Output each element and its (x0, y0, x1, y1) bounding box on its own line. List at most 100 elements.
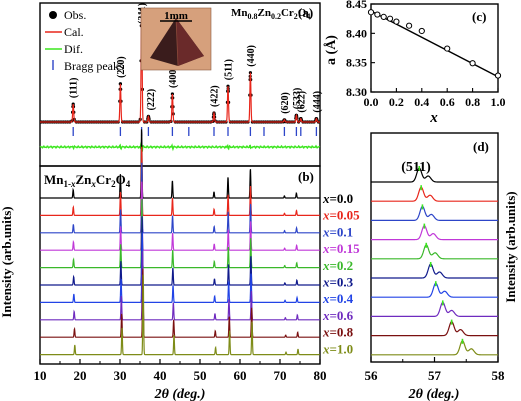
x-tick-label: 10 (34, 368, 47, 383)
series-label: x=0.4 (322, 291, 354, 306)
panel-c-frame (370, 3, 499, 93)
xrd-pattern-series (40, 162, 320, 234)
series-label: x=0.3 (322, 275, 354, 290)
crystal-inset: 1mm (140, 7, 212, 71)
panel-a-compound: Mn0.8Zn0.2Cr2O4 (231, 7, 310, 21)
panel-a-bragg-ticks (72, 127, 318, 136)
peak-label: (622) (296, 91, 307, 113)
series-labels: x=0.0 x=0.05x=0.1 x=0.15 x=0.2 x=0.3x=0.4 x=0… (322, 191, 360, 356)
x-tick-label: 0.0 (364, 95, 379, 109)
panel-b-label: (b) (298, 169, 314, 184)
difference-curve (39, 142, 321, 152)
x-tick-label: 56 (365, 368, 379, 383)
peak-511-series (371, 244, 498, 260)
panel-c-y-axis-title: a (Å) (323, 35, 339, 65)
x-tick-label: 0.6 (440, 95, 455, 109)
series-label: x=0.0 (322, 191, 353, 206)
legend-obs-marker (49, 11, 57, 19)
peak-511-series (371, 186, 498, 202)
x-tick-label: 40 (154, 368, 167, 383)
peak-label: (422) (210, 85, 221, 107)
xrd-pattern-series (40, 251, 320, 321)
peak-511-series (371, 301, 498, 317)
panel-a-legend: Obs. Cal. Dif. Bragg peaks (45, 8, 124, 73)
lattice-point (444, 45, 451, 52)
legend-obs: Obs. (64, 8, 86, 22)
series-label: x=0.05 (322, 208, 360, 223)
peak-511-series (371, 263, 498, 279)
xrd-pattern-series (40, 216, 320, 286)
x-tick-label: 0.4 (414, 95, 429, 109)
calculated-curve (40, 9, 320, 123)
x-tick-label: 60 (234, 368, 247, 383)
y-axis-title: Intensity (arb.units) (0, 206, 14, 317)
peak-label: (444) (312, 91, 323, 113)
x-tick-label: 70 (274, 368, 287, 383)
xrd-pattern-series (40, 232, 320, 303)
panel-b-frame (39, 165, 321, 365)
scale-bar-label: 1mm (164, 10, 188, 22)
panel-c-axes: 0.0 0.2 0.4 0.6 0.8 1.0 8.30 8.35 8.40 8.45 (346, 0, 506, 109)
peak-511-series (371, 167, 498, 183)
panel-c: 0.0 0.2 0.4 0.6 0.8 1.0 8.30 8.35 8.40 8.45 (c) a… (323, 0, 506, 126)
peak-511-series (371, 205, 498, 221)
panel-c-label: (c) (472, 9, 486, 24)
panel-b-compound: Mn1-xZnxCr2O4 (44, 172, 131, 189)
panel-d-y-axis-title: Intensity (arb.units) (503, 191, 518, 302)
panel-b: (b) Mn1-xZnxCr2O4 10 20 30 40 50 60 70 80 2θ (d… (34, 129, 327, 401)
panel-c-x-axis-title: x (429, 110, 438, 126)
series-label: x=0.1 (322, 224, 353, 239)
xrd-pattern-series (40, 129, 320, 199)
series-label: x=0.2 (322, 258, 353, 273)
lattice-point (469, 60, 476, 67)
legend-bragg: Bragg peaks (64, 59, 124, 73)
panel-d-frame (370, 132, 499, 363)
peak-label: (222) (146, 89, 157, 111)
xrd-pattern-series (40, 181, 320, 251)
lattice-point (386, 15, 394, 22)
peak-label: (440) (246, 45, 257, 67)
series-label: x=1.0 (322, 341, 353, 356)
panel-a: (111)(220)(311)(222)(400)(422)(511)(440)… (39, 2, 323, 167)
xrd-pattern-series (40, 198, 320, 269)
peak-label: (400) (168, 66, 179, 88)
xrd-pattern-series (40, 274, 320, 356)
lattice-point (418, 27, 425, 35)
panel-d-label: (d) (473, 139, 489, 154)
peak-label: (620) (280, 92, 291, 114)
y-tick-label: 8.35 (346, 56, 367, 70)
x-tick-label: 0.8 (465, 95, 480, 109)
panel-d-peak-label: (511) (401, 160, 431, 175)
lattice-point (406, 22, 413, 29)
panel-d-x-axis-title: 2θ (deg.) (408, 387, 460, 401)
lattice-point (494, 72, 502, 79)
x-tick-label: 50 (194, 368, 207, 383)
x-tick-label: 1.0 (491, 95, 506, 109)
x-tick-label: 0.2 (389, 95, 404, 109)
peak-label: (220) (116, 56, 127, 78)
series-label: x=0.6 (322, 308, 354, 323)
y-tick-label: 8.45 (346, 0, 367, 11)
x-tick-label: 80 (314, 368, 327, 383)
peak-511-series (371, 282, 498, 298)
peak-511-series (371, 340, 498, 356)
panel-a-plot (39, 8, 321, 152)
legend-cal: Cal. (64, 25, 84, 39)
lattice-point (374, 11, 381, 18)
lattice-point (393, 18, 400, 25)
x-tick-label: 58 (492, 368, 506, 383)
peak-label: (111) (69, 78, 80, 99)
xrd-pattern-series (40, 146, 320, 216)
panel-b-x-axis: 10 20 30 40 50 60 70 80 (34, 359, 327, 383)
x-tick-label: 30 (114, 368, 127, 383)
legend-dif: Dif. (64, 42, 83, 56)
series-label: x=0.8 (322, 325, 354, 340)
lattice-point (380, 13, 387, 21)
peak-511-series (371, 224, 498, 241)
panel-b-plot (40, 129, 320, 356)
peak-511-series (371, 320, 498, 337)
panel-d-plot (371, 166, 498, 356)
panel-d: 56 57 58 (d) (511) Intensity (arb.units) 2… (365, 132, 518, 401)
panel-b-x-axis-title: 2θ (deg.) (154, 387, 206, 401)
